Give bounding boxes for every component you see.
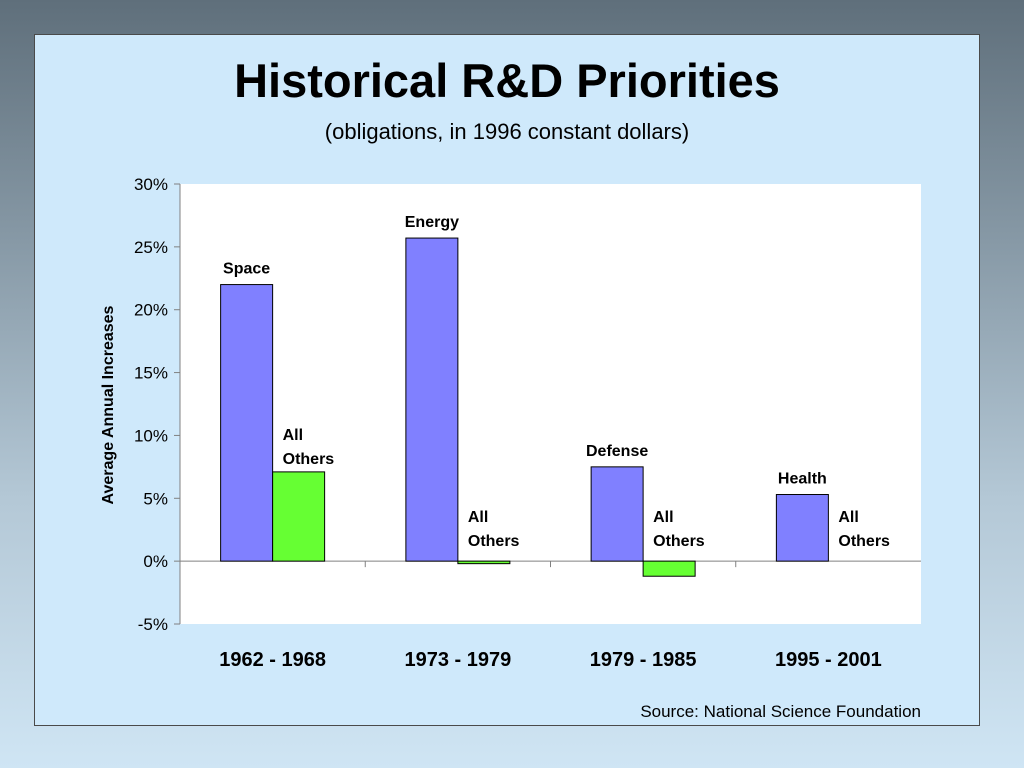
x-tick-label: 1962 - 1968 — [219, 649, 326, 671]
data-label: Health — [778, 471, 827, 488]
bar — [405, 237, 459, 562]
y-axis-title: Average Annual Increases — [100, 305, 117, 504]
bar — [590, 466, 644, 562]
x-tick-label: 1973 - 1979 — [404, 649, 511, 671]
bar — [642, 560, 696, 577]
data-label: All Others — [838, 509, 890, 550]
data-label: Space — [223, 261, 270, 278]
y-tick-label: 5% — [143, 489, 168, 508]
y-tick-label: 20% — [134, 301, 168, 320]
data-label: Energy — [405, 214, 459, 231]
y-tick-label: 15% — [134, 364, 168, 383]
bar — [272, 471, 326, 562]
y-tick-label: 25% — [134, 238, 168, 257]
y-tick-label: 10% — [134, 426, 168, 445]
data-label: Defense — [586, 443, 648, 460]
x-tick-label: 1979 - 1985 — [590, 649, 697, 671]
y-tick-label: 0% — [143, 552, 168, 571]
chart-title: Historical R&D Priorities — [234, 54, 780, 107]
bar — [775, 494, 829, 562]
chart-subtitle: (obligations, in 1996 constant dollars) — [324, 119, 690, 144]
source-note: Source: National Science Foundation — [640, 702, 921, 721]
data-label: All Others — [653, 509, 705, 550]
data-label: All Others — [468, 509, 520, 550]
y-tick-label: 30% — [134, 175, 168, 194]
x-tick-label: 1995 - 2001 — [775, 649, 882, 671]
data-label: All Others — [283, 427, 335, 468]
bar — [220, 284, 274, 562]
y-tick-label: -5% — [138, 615, 168, 634]
bar — [457, 560, 511, 565]
